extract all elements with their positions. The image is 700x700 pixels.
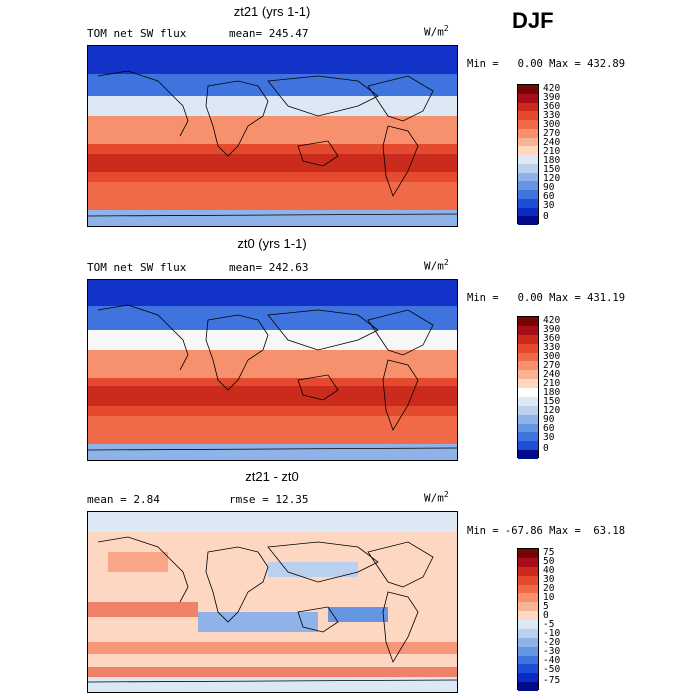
cbar1-tick: 240 <box>543 137 561 148</box>
cbar3-tick: 30 <box>543 574 555 585</box>
panel-1-variable: TOM net SW flux <box>87 27 187 40</box>
cbar1-tick: 180 <box>543 155 561 166</box>
panel-3-rmse: rmse = 12.35 <box>229 493 309 506</box>
cbar2-tick: 90 <box>543 414 555 425</box>
panel-1-mean: mean= 245.47 <box>229 27 309 40</box>
cbar3-tick: -30 <box>543 646 561 657</box>
panel-3-title: zt21 - zt0 <box>245 469 299 484</box>
cbar1-tick: 210 <box>543 146 561 157</box>
cbar1-tick: 390 <box>543 92 561 103</box>
cbar3-tick: -75 <box>543 675 561 686</box>
cbar3-tick: 10 <box>543 592 555 603</box>
map-field-3 <box>88 512 457 692</box>
cbar1-tick: 0 <box>543 211 549 222</box>
cbar1-tick: 420 <box>543 83 561 94</box>
cbar2-tick: 270 <box>543 360 561 371</box>
cbar2-tick: 30 <box>543 432 555 443</box>
panel-3-colorbar-swatches <box>517 548 539 691</box>
cbar2-tick: 330 <box>543 342 561 353</box>
cbar3-tick: 5 <box>543 601 549 612</box>
cbar2-tick: 420 <box>543 315 561 326</box>
panel-1-colorbar-swatches <box>517 84 539 225</box>
cbar2-tick: 300 <box>543 351 561 362</box>
cbar3-tick: 40 <box>543 565 555 576</box>
season-label: DJF <box>512 8 554 33</box>
panel-2-minmax: Min = 0.00 Max = 431.19 <box>467 292 626 304</box>
panel-1-units: W/m2 <box>424 24 449 39</box>
cbar1-tick: 270 <box>543 128 561 139</box>
panel-3-mean: mean = 2.84 <box>87 493 160 506</box>
cbar3-tick: -20 <box>543 637 561 648</box>
cbar2-tick: 240 <box>543 369 561 380</box>
cbar3-tick: 50 <box>543 556 555 567</box>
panel-2-variable: TOM net SW flux <box>87 261 187 274</box>
panel-2-colorbar-swatches <box>517 316 539 459</box>
panel-1-title: zt21 (yrs 1-1) <box>233 4 311 19</box>
cbar1-tick: 120 <box>543 173 561 184</box>
cbar2-tick: 150 <box>543 396 561 407</box>
panel-1-map <box>87 45 458 227</box>
cbar2-tick: 210 <box>543 378 561 389</box>
cbar2-tick: 360 <box>543 333 561 344</box>
panel-2-mean: mean= 242.63 <box>229 261 309 274</box>
cbar2-tick: 0 <box>543 443 549 454</box>
cbar1-tick: 90 <box>543 182 555 193</box>
cbar3-tick: -5 <box>543 619 555 630</box>
panel-1-minmax: Min = 0.00 Max = 432.89 <box>467 58 626 70</box>
cbar1-tick: 30 <box>543 200 555 211</box>
cbar3-tick: -40 <box>543 655 561 666</box>
map-field-2 <box>88 280 457 460</box>
cbar2-tick: 120 <box>543 405 561 416</box>
cbar3-tick: 75 <box>543 547 555 558</box>
cbar1-tick: 150 <box>543 164 561 175</box>
cbar3-tick: 20 <box>543 583 555 594</box>
panel-3-map <box>87 511 458 693</box>
cbar2-tick: 60 <box>543 423 555 434</box>
panel-2-title: zt0 (yrs 1-1) <box>237 236 307 251</box>
map-field-1 <box>88 46 457 226</box>
cbar1-tick: 360 <box>543 101 561 112</box>
cbar1-tick: 60 <box>543 191 555 202</box>
cbar3-tick: -50 <box>543 664 561 675</box>
cbar1-tick: 300 <box>543 119 561 130</box>
panel-3-units: W/m2 <box>424 490 449 505</box>
panel-2-map <box>87 279 458 461</box>
panel-2-units: W/m2 <box>424 258 449 273</box>
cbar3-tick: 0 <box>543 610 549 621</box>
cbar2-tick: 180 <box>543 387 561 398</box>
cbar1-tick: 330 <box>543 110 561 121</box>
cbar3-tick: -10 <box>543 628 561 639</box>
panel-3-minmax: Min = -67.86 Max = 63.18 <box>467 525 626 537</box>
cbar2-tick: 390 <box>543 324 561 335</box>
